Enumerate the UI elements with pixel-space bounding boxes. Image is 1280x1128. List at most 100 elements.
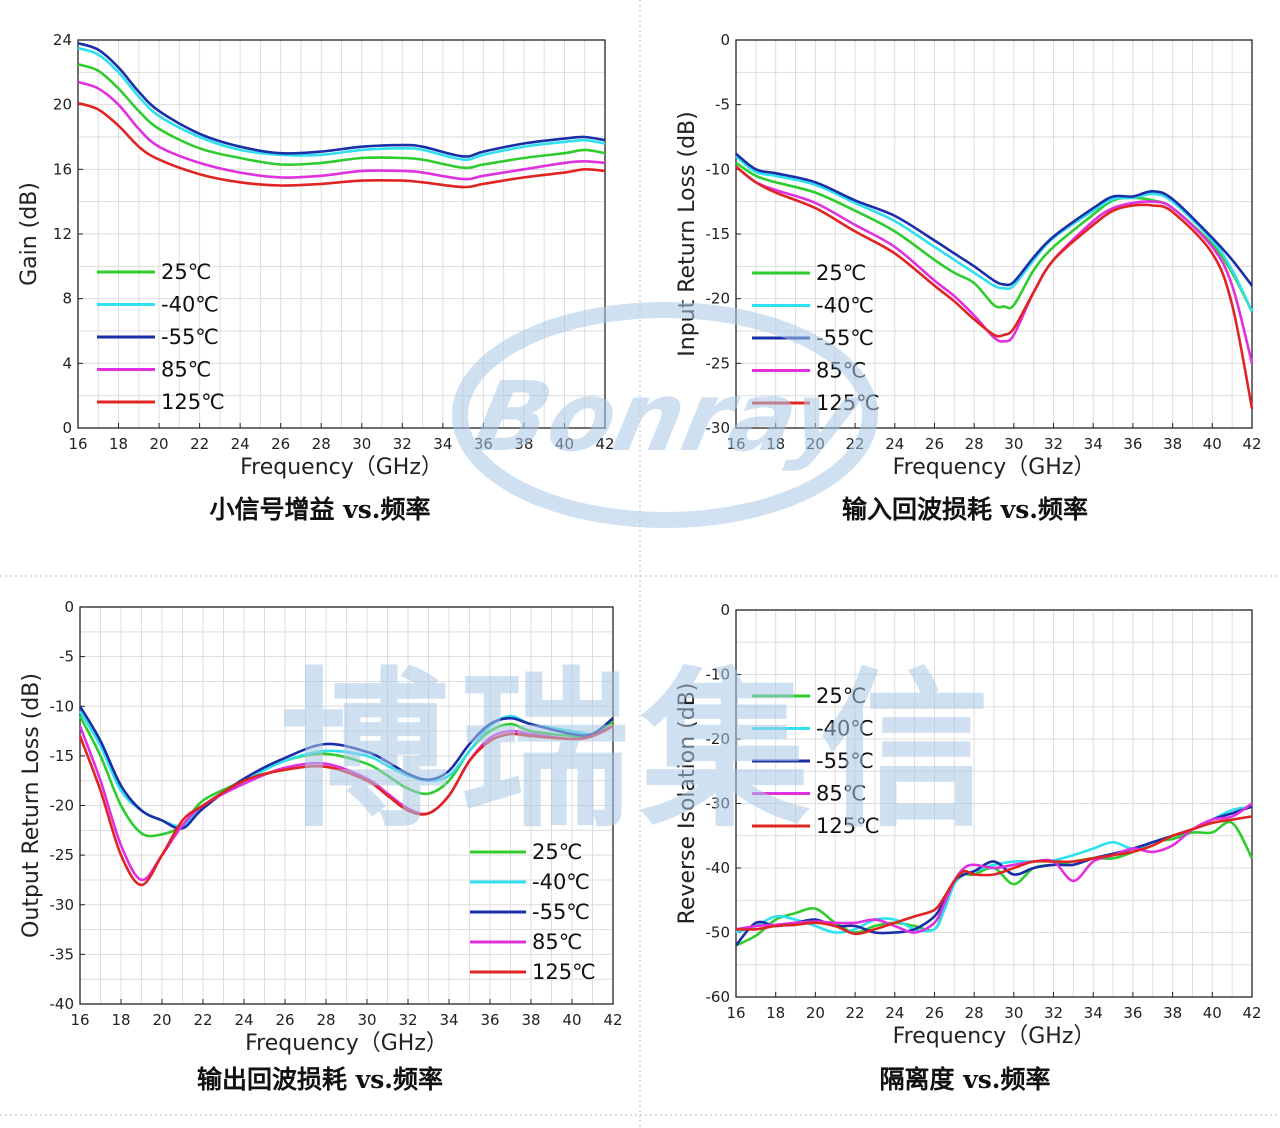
y-tick-label: 0 [64,598,74,616]
x-tick-label: 26 [271,435,290,453]
y-tick-label: -5 [715,96,730,114]
legend-label: 125℃ [532,960,596,984]
legend: 25℃ -40℃ -55℃ 85℃ 125℃ [97,260,225,414]
y-tick-label: -25 [706,354,731,372]
y-axis-title: Output Return Loss (dB) [19,673,44,938]
x-tick-label: 42 [603,1011,622,1029]
series-line [735,155,1254,313]
series-lines [734,802,1254,947]
x-tick-label: 30 [1004,435,1023,453]
chart-caption: 隔离度 vs.频率 [879,1065,1050,1094]
x-tick-label: 36 [480,1011,499,1029]
x-tick-label: 30 [357,1011,376,1029]
x-tick-label: 36 [1123,1004,1142,1022]
y-tick-label: 20 [53,96,72,114]
x-tick-label: 16 [726,435,745,453]
legend-label: 125℃ [161,390,225,414]
y-tick-label: 0 [62,419,72,437]
bonray-logo-watermark: Bonray [452,302,878,528]
x-tick-label: 20 [152,1011,171,1029]
y-tick-label: -5 [59,648,74,666]
y-tick-label: -10 [50,697,75,715]
legend-label: -40℃ [816,294,874,318]
x-tick-label: 24 [231,435,250,453]
x-axis-title: Frequency（GHz） [893,1024,1096,1049]
y-tick-label: -15 [706,225,731,243]
x-tick-label: 38 [1163,435,1182,453]
x-tick-label: 18 [109,435,128,453]
x-tick-label: 36 [1123,435,1142,453]
x-tick-label: 40 [1203,1004,1222,1022]
x-tick-label: 34 [1084,1004,1103,1022]
x-tick-label: 28 [965,435,984,453]
y-tick-label: -30 [706,419,731,437]
x-tick-label: 16 [726,1004,745,1022]
x-tick-label: 16 [68,435,87,453]
chart-reverse-isolation: 16 18 20 22 24 26 28 30 32 34 36 38 40 42 0 -10 -20 -30 -4… [675,601,1262,1094]
y-axis-title: Input Return Loss (dB) [675,111,700,356]
y-tick-label: -30 [50,896,75,914]
x-tick-label: 32 [1044,1004,1063,1022]
x-tick-label: 22 [190,435,209,453]
x-tick-label: 32 [398,1011,417,1029]
y-tick-label: -25 [50,846,75,864]
x-tick-label: 40 [562,1011,581,1029]
series-line [78,724,614,882]
x-tick-label: 38 [521,1011,540,1029]
x-tick-label: 28 [312,435,331,453]
x-tick-label: 42 [1242,435,1261,453]
x-tick-label: 24 [885,1004,904,1022]
series-line [78,715,614,838]
chart-caption: 小信号增益 vs.频率 [209,495,430,524]
x-tick-label: 30 [352,435,371,453]
series-lines [735,152,1254,409]
chart-caption: 输出回波损耗 vs.频率 [197,1065,443,1094]
legend-label: -40℃ [816,717,874,741]
x-tick-label: 18 [111,1011,130,1029]
x-tick-label: 18 [766,435,785,453]
x-tick-label: 16 [70,1011,89,1029]
legend-label: -55℃ [816,749,874,773]
chart-output-return-loss: 16 18 20 22 24 26 28 30 32 34 36 38 40 42 0 -5 -10 -15 -20… [19,598,623,1094]
x-tick-label: 40 [555,435,574,453]
y-axis-title: Reverse Isolation (dB) [675,683,700,925]
series-line [78,724,614,887]
series-lines [77,41,606,189]
series-line [77,46,606,162]
y-axis-title: Gain (dB) [17,182,42,286]
y-tick-label: -10 [706,666,731,684]
y-tick-label: 4 [62,354,72,372]
legend-label: -40℃ [532,870,590,894]
x-tick-label: 24 [885,435,904,453]
charts-layer: 16 18 20 22 24 26 28 30 32 34 36 38 40 42 0 4 8 12 16 20 24 F… [17,31,1262,1094]
series-line [77,101,606,189]
x-tick-label: 34 [433,435,452,453]
legend-label: 125℃ [816,814,880,838]
legend-label: -40℃ [161,293,219,317]
x-axis-title: Frequency（GHz） [245,1031,448,1056]
legend-label: 85℃ [532,930,582,954]
y-tick-label: 0 [720,31,730,49]
legend-label: -55℃ [532,900,590,924]
series-line [735,152,1254,287]
bonray-logo-text: Bonray [465,361,872,473]
chinese-watermark-text: 博瑞集信 [280,653,1000,851]
x-tick-label: 20 [806,435,825,453]
x-tick-label: 26 [925,1004,944,1022]
y-tick-label: -40 [706,859,731,877]
x-tick-label: 34 [439,1011,458,1029]
x-tick-label: 42 [1242,1004,1261,1022]
legend-label: 85℃ [816,782,866,806]
series-line [735,815,1253,936]
y-tick-label: -60 [706,988,731,1006]
x-tick-label: 20 [150,435,169,453]
x-tick-label: 34 [1084,435,1103,453]
y-tick-label: 8 [62,290,72,308]
x-tick-label: 40 [1203,435,1222,453]
y-tick-label: 12 [53,225,72,243]
x-tick-label: 22 [846,1004,865,1022]
series-line [735,165,1254,409]
x-axis-title: Frequency（GHz） [240,455,443,480]
x-tick-label: 32 [1044,435,1063,453]
